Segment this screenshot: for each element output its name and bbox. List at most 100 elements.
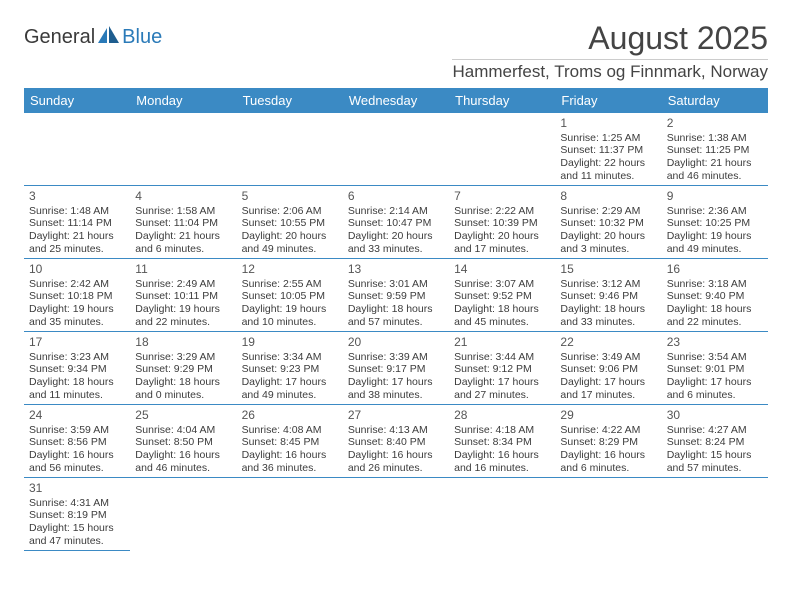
daylight-text: Daylight: 18 hours [667,303,763,316]
calendar-day: 14Sunrise: 3:07 AMSunset: 9:52 PMDayligh… [449,259,555,331]
daylight-text: Daylight: 15 hours [29,522,125,535]
day-number: 17 [29,335,125,350]
calendar-day: 21Sunrise: 3:44 AMSunset: 9:12 PMDayligh… [449,332,555,404]
sunset-text: Sunset: 9:17 PM [348,363,444,376]
calendar-day: 7Sunrise: 2:22 AMSunset: 10:39 PMDayligh… [449,186,555,258]
sunset-text: Sunset: 8:56 PM [29,436,125,449]
sunset-text: Sunset: 11:37 PM [560,144,656,157]
sunrise-text: Sunrise: 4:22 AM [560,424,656,437]
sunrise-text: Sunrise: 4:31 AM [29,497,125,510]
daylight-text: and 26 minutes. [348,462,444,475]
sunset-text: Sunset: 10:32 PM [560,217,656,230]
daylight-text: and 36 minutes. [242,462,338,475]
daylight-text: Daylight: 17 hours [242,376,338,389]
calendar-week: 24Sunrise: 3:59 AMSunset: 8:56 PMDayligh… [24,405,768,478]
sunrise-text: Sunrise: 4:08 AM [242,424,338,437]
sunset-text: Sunset: 9:59 PM [348,290,444,303]
sunrise-text: Sunrise: 3:18 AM [667,278,763,291]
daylight-text: Daylight: 21 hours [29,230,125,243]
calendar-day-empty [24,113,130,185]
daylight-text: Daylight: 20 hours [454,230,550,243]
sunset-text: Sunset: 11:04 PM [135,217,231,230]
day-number: 4 [135,189,231,204]
day-number: 15 [560,262,656,277]
sunset-text: Sunset: 11:14 PM [29,217,125,230]
day-number: 12 [242,262,338,277]
calendar-day: 10Sunrise: 2:42 AMSunset: 10:18 PMDaylig… [24,259,130,331]
sunset-text: Sunset: 8:40 PM [348,436,444,449]
calendar-week: 10Sunrise: 2:42 AMSunset: 10:18 PMDaylig… [24,259,768,332]
day-number: 20 [348,335,444,350]
sunrise-text: Sunrise: 2:29 AM [560,205,656,218]
calendar-day: 20Sunrise: 3:39 AMSunset: 9:17 PMDayligh… [343,332,449,404]
calendar-day: 29Sunrise: 4:22 AMSunset: 8:29 PMDayligh… [555,405,661,477]
weekday-header: Friday [555,88,661,113]
daylight-text: Daylight: 22 hours [560,157,656,170]
daylight-text: Daylight: 16 hours [560,449,656,462]
sunrise-text: Sunrise: 3:12 AM [560,278,656,291]
calendar-day: 31Sunrise: 4:31 AMSunset: 8:19 PMDayligh… [24,478,130,551]
daylight-text: Daylight: 16 hours [135,449,231,462]
sunset-text: Sunset: 8:29 PM [560,436,656,449]
calendar-day-empty [449,113,555,185]
calendar-day: 8Sunrise: 2:29 AMSunset: 10:32 PMDayligh… [555,186,661,258]
daylight-text: and 25 minutes. [29,243,125,256]
calendar-day: 1Sunrise: 1:25 AMSunset: 11:37 PMDayligh… [555,113,661,185]
sunrise-text: Sunrise: 1:38 AM [667,132,763,145]
day-number: 2 [667,116,763,131]
daylight-text: and 17 minutes. [560,389,656,402]
day-number: 30 [667,408,763,423]
calendar-week: 1Sunrise: 1:25 AMSunset: 11:37 PMDayligh… [24,113,768,186]
daylight-text: Daylight: 16 hours [348,449,444,462]
sunrise-text: Sunrise: 2:42 AM [29,278,125,291]
calendar-day: 6Sunrise: 2:14 AMSunset: 10:47 PMDayligh… [343,186,449,258]
day-number: 25 [135,408,231,423]
daylight-text: and 45 minutes. [454,316,550,329]
daylight-text: Daylight: 20 hours [560,230,656,243]
calendar-grid: 1Sunrise: 1:25 AMSunset: 11:37 PMDayligh… [24,113,768,551]
sunset-text: Sunset: 10:18 PM [29,290,125,303]
daylight-text: and 11 minutes. [29,389,125,402]
daylight-text: and 22 minutes. [135,316,231,329]
title-block: August 2025 Hammerfest, Troms og Finnmar… [452,20,768,82]
daylight-text: Daylight: 20 hours [348,230,444,243]
sunset-text: Sunset: 8:24 PM [667,436,763,449]
calendar-day-empty [555,478,661,551]
calendar-day: 18Sunrise: 3:29 AMSunset: 9:29 PMDayligh… [130,332,236,404]
day-number: 27 [348,408,444,423]
daylight-text: and 11 minutes. [560,170,656,183]
daylight-text: and 56 minutes. [29,462,125,475]
calendar-day: 27Sunrise: 4:13 AMSunset: 8:40 PMDayligh… [343,405,449,477]
day-number: 5 [242,189,338,204]
daylight-text: Daylight: 15 hours [667,449,763,462]
daylight-text: Daylight: 17 hours [667,376,763,389]
calendar-week: 31Sunrise: 4:31 AMSunset: 8:19 PMDayligh… [24,478,768,551]
sunrise-text: Sunrise: 2:22 AM [454,205,550,218]
daylight-text: Daylight: 20 hours [242,230,338,243]
day-number: 6 [348,189,444,204]
day-number: 18 [135,335,231,350]
daylight-text: Daylight: 17 hours [454,376,550,389]
daylight-text: Daylight: 18 hours [454,303,550,316]
daylight-text: and 10 minutes. [242,316,338,329]
daylight-text: and 33 minutes. [560,316,656,329]
sunrise-text: Sunrise: 4:04 AM [135,424,231,437]
calendar-day: 3Sunrise: 1:48 AMSunset: 11:14 PMDayligh… [24,186,130,258]
daylight-text: and 47 minutes. [29,535,125,548]
daylight-text: and 46 minutes. [135,462,231,475]
sunrise-text: Sunrise: 3:34 AM [242,351,338,364]
sunset-text: Sunset: 9:29 PM [135,363,231,376]
day-number: 19 [242,335,338,350]
day-number: 8 [560,189,656,204]
sails-icon [98,26,120,49]
daylight-text: Daylight: 16 hours [454,449,550,462]
daylight-text: and 49 minutes. [242,389,338,402]
day-number: 28 [454,408,550,423]
weekday-header: Wednesday [343,88,449,113]
calendar-day: 30Sunrise: 4:27 AMSunset: 8:24 PMDayligh… [662,405,768,477]
daylight-text: and 27 minutes. [454,389,550,402]
calendar-day-empty [130,113,236,185]
sunrise-text: Sunrise: 3:39 AM [348,351,444,364]
calendar-day: 4Sunrise: 1:58 AMSunset: 11:04 PMDayligh… [130,186,236,258]
day-number: 21 [454,335,550,350]
